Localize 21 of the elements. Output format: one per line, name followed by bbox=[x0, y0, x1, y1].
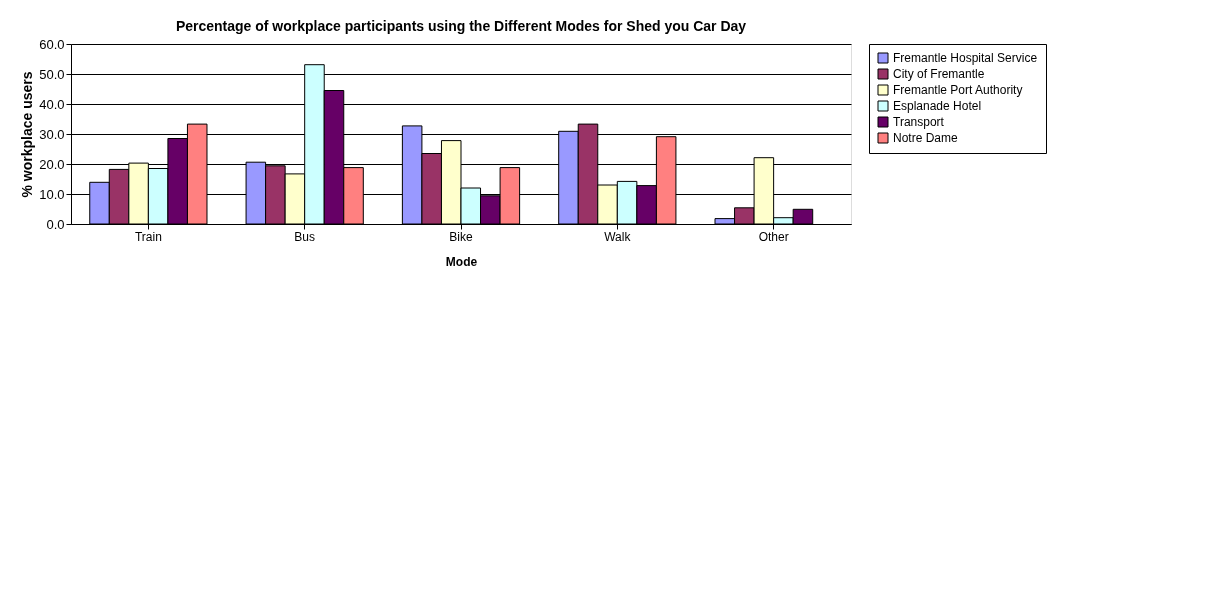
legend-label: City of Fremantle bbox=[893, 67, 985, 81]
x-tick-label: Bike bbox=[449, 229, 473, 244]
y-tick-label: 40.0 bbox=[39, 96, 65, 112]
y-tick-label: 30.0 bbox=[39, 126, 65, 142]
x-axis-title: Mode bbox=[445, 254, 478, 269]
legend-label: Notre Dame bbox=[893, 131, 959, 145]
y-tick-label: 10.0 bbox=[39, 186, 65, 202]
y-tick-label: 0.0 bbox=[46, 216, 65, 232]
x-tick-label: Walk bbox=[604, 229, 632, 244]
x-tick-label: Train bbox=[134, 229, 162, 244]
x-tick-label: Bus bbox=[294, 229, 316, 244]
chart-title: Percentage of workplace participants using the Different Modes for Shed you Car Day bbox=[175, 18, 747, 34]
legend-label: Fremantle Hospital Service bbox=[893, 51, 1038, 65]
legend-label: Transport bbox=[893, 115, 945, 129]
y-tick-label: 60.0 bbox=[39, 36, 65, 52]
x-tick-label: Other bbox=[758, 229, 789, 244]
y-axis-title: % workplace users bbox=[19, 71, 36, 198]
y-tick-label: 20.0 bbox=[39, 156, 65, 172]
legend-label: Esplanade Hotel bbox=[893, 99, 982, 113]
legend-label: Fremantle Port Authority bbox=[893, 83, 1023, 97]
y-tick-label: 50.0 bbox=[39, 66, 65, 82]
